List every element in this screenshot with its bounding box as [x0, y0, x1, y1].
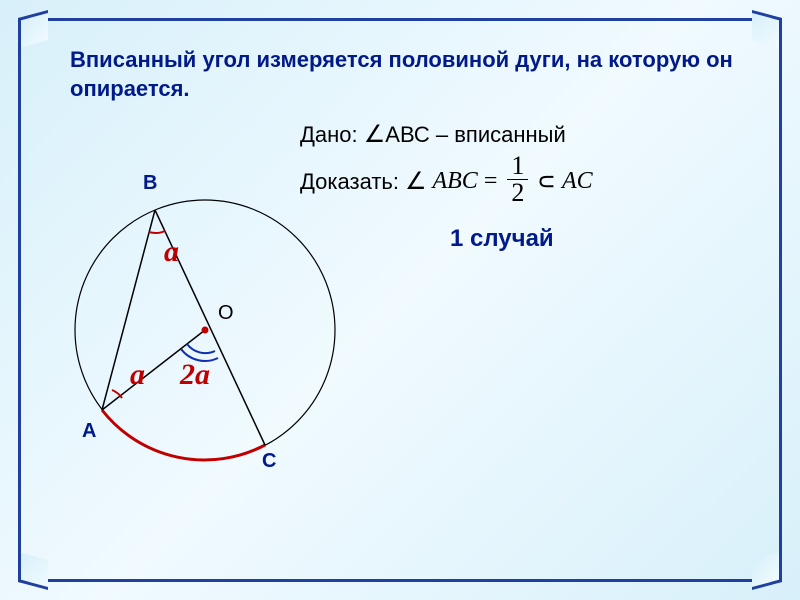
angle-icon: ∠ — [405, 167, 427, 196]
frame-corner — [18, 10, 48, 48]
frame-corner — [18, 552, 48, 590]
point-label-o: О — [218, 302, 234, 325]
center-point — [202, 327, 209, 334]
angle-label-2a: 2a — [180, 358, 210, 392]
frame-corner — [752, 552, 782, 590]
theorem-title: Вписанный угол измеряется половиной дуги… — [70, 46, 740, 103]
angle-mark-o-1 — [187, 344, 215, 353]
fraction-num: 1 — [507, 153, 528, 180]
line-ba — [102, 210, 155, 410]
arc-ac — [102, 410, 265, 460]
frame-corner — [752, 10, 782, 48]
prove-rhs: AC — [562, 168, 593, 195]
fraction: 1 2 — [507, 153, 528, 206]
angle-mark-a — [112, 390, 122, 398]
case-label: 1 случай — [450, 225, 554, 253]
point-label-a: А — [82, 420, 96, 443]
fraction-den: 2 — [507, 180, 528, 206]
angle-mark-b — [149, 231, 165, 233]
angle-icon: ∠ — [364, 122, 386, 148]
arc-icon: ∪ — [533, 173, 562, 191]
given-text: АВС – вписанный — [385, 122, 566, 147]
diagram-svg — [40, 140, 360, 520]
equals-icon: = — [484, 168, 498, 195]
angle-label-a2: a — [130, 358, 145, 392]
point-label-c: С — [262, 450, 276, 473]
angle-label-a1: a — [164, 235, 179, 269]
point-label-b: В — [143, 172, 157, 195]
prove-lhs: ABC — [432, 168, 477, 195]
geometry-diagram: В А С О a a 2a — [40, 140, 360, 520]
